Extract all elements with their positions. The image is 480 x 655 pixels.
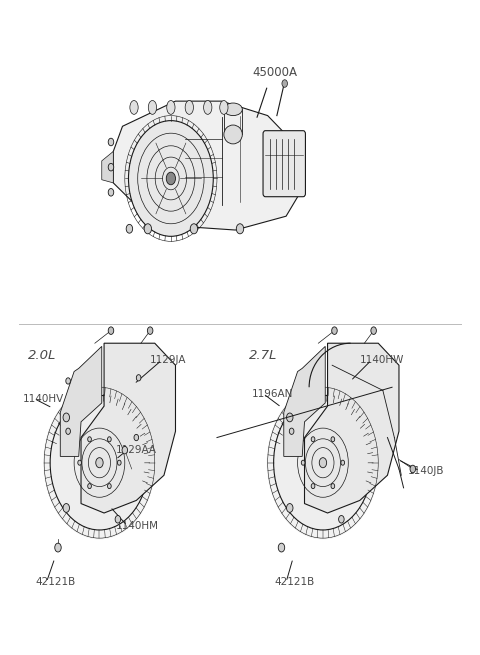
- Circle shape: [96, 458, 103, 468]
- Ellipse shape: [224, 125, 242, 144]
- Text: 1140JB: 1140JB: [408, 466, 444, 476]
- Circle shape: [66, 378, 71, 384]
- Circle shape: [267, 386, 379, 540]
- Circle shape: [332, 327, 337, 335]
- Circle shape: [282, 80, 288, 87]
- Circle shape: [66, 428, 71, 434]
- Text: 1140HV: 1140HV: [23, 394, 64, 403]
- FancyBboxPatch shape: [263, 131, 305, 196]
- Circle shape: [144, 224, 152, 234]
- Text: 2.0L: 2.0L: [28, 349, 57, 362]
- Text: 1140HW: 1140HW: [360, 355, 404, 365]
- Circle shape: [108, 483, 111, 489]
- Circle shape: [190, 224, 198, 234]
- Ellipse shape: [220, 100, 228, 115]
- Polygon shape: [304, 343, 399, 513]
- Circle shape: [88, 437, 91, 441]
- Circle shape: [126, 225, 132, 233]
- Circle shape: [78, 460, 82, 465]
- Ellipse shape: [130, 100, 138, 115]
- Circle shape: [88, 483, 91, 489]
- Text: 42121B: 42121B: [275, 577, 315, 587]
- Polygon shape: [284, 346, 325, 457]
- Circle shape: [166, 172, 176, 185]
- Circle shape: [108, 327, 114, 335]
- Ellipse shape: [148, 100, 156, 115]
- Circle shape: [134, 434, 139, 441]
- Circle shape: [331, 437, 335, 441]
- Ellipse shape: [224, 103, 242, 115]
- Circle shape: [331, 483, 335, 489]
- Circle shape: [410, 465, 416, 473]
- Text: 2.7L: 2.7L: [249, 349, 277, 362]
- Ellipse shape: [204, 100, 212, 115]
- Circle shape: [108, 189, 114, 196]
- Circle shape: [63, 413, 70, 422]
- Polygon shape: [102, 151, 113, 183]
- Circle shape: [108, 437, 111, 441]
- Circle shape: [115, 515, 120, 523]
- Circle shape: [319, 458, 326, 468]
- Polygon shape: [60, 346, 102, 457]
- Polygon shape: [113, 101, 302, 230]
- Text: 1196AN: 1196AN: [252, 388, 293, 398]
- Circle shape: [236, 224, 244, 234]
- Circle shape: [287, 413, 293, 422]
- Circle shape: [43, 386, 156, 540]
- Circle shape: [311, 483, 315, 489]
- Circle shape: [371, 327, 376, 335]
- Circle shape: [108, 163, 114, 171]
- Circle shape: [287, 504, 293, 512]
- Text: 1140HM: 1140HM: [116, 521, 158, 531]
- Ellipse shape: [185, 100, 193, 115]
- Circle shape: [63, 504, 70, 512]
- Circle shape: [301, 460, 305, 465]
- Circle shape: [122, 446, 128, 454]
- Circle shape: [129, 121, 213, 236]
- Circle shape: [147, 327, 153, 335]
- Circle shape: [289, 428, 294, 434]
- Text: 45000A: 45000A: [252, 66, 297, 79]
- Circle shape: [311, 437, 315, 441]
- Circle shape: [55, 543, 61, 552]
- Text: 1129JA: 1129JA: [150, 355, 187, 365]
- Circle shape: [50, 396, 149, 530]
- Text: 1129AA: 1129AA: [116, 445, 156, 455]
- Circle shape: [278, 543, 285, 552]
- Circle shape: [274, 396, 372, 530]
- Circle shape: [108, 138, 114, 146]
- Ellipse shape: [167, 100, 175, 115]
- Text: 42121B: 42121B: [35, 577, 75, 587]
- Circle shape: [136, 375, 141, 381]
- Circle shape: [338, 515, 344, 523]
- Polygon shape: [81, 343, 176, 513]
- Circle shape: [118, 460, 121, 465]
- Circle shape: [341, 460, 345, 465]
